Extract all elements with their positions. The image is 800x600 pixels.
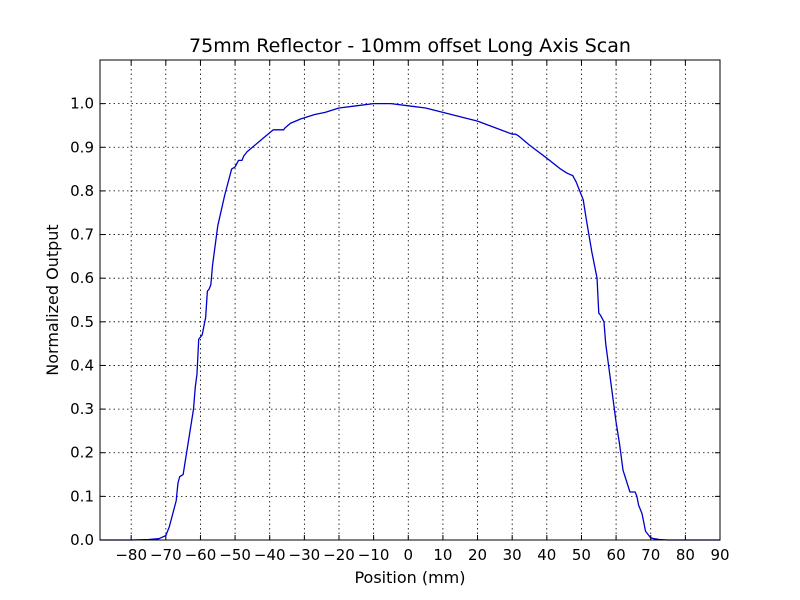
y-axis-title: Normalized Output: [43, 224, 62, 375]
y-tick-label: 0.3: [70, 400, 94, 418]
y-tick-label: 0.8: [70, 182, 94, 200]
ticks: [100, 60, 721, 541]
x-tick-label: 40: [537, 546, 556, 564]
x-tick-label: 70: [641, 546, 660, 564]
x-tick-label: −70: [150, 546, 182, 564]
tick-labels: −80 −70 −60 −50 −40 −30 −20 −10 0 10 20 30 40 50 60 70 8…: [70, 95, 729, 564]
series-layer: [100, 102, 720, 541]
x-tick-label: 50: [572, 546, 591, 564]
series-line: [100, 102, 720, 541]
x-tick-label: 10: [433, 546, 452, 564]
y-tick-label: 0.9: [70, 138, 94, 156]
x-tick-label: −30: [289, 546, 321, 564]
plot-frame: [99, 59, 721, 541]
x-axis-title: Position (mm): [354, 568, 465, 587]
y-tick-label: 1.0: [70, 95, 94, 113]
y-tick-label: 0.0: [70, 531, 94, 549]
y-tick-label: 0.2: [70, 444, 94, 462]
y-tick-label: 0.1: [70, 487, 94, 505]
y-tick-label: 0.6: [70, 269, 94, 287]
x-tick-label: 30: [503, 546, 522, 564]
x-tick-label: −50: [219, 546, 251, 564]
plot-area: [100, 60, 720, 540]
x-tick-label: −40: [254, 546, 286, 564]
x-tick-label: 20: [468, 546, 487, 564]
y-tick-label: 0.4: [70, 356, 94, 374]
chart-title: 75mm Reflector - 10mm offset Long Axis S…: [189, 35, 631, 57]
x-tick-label: 80: [676, 546, 695, 564]
x-tick-label: 0: [403, 546, 413, 564]
x-tick-label: 60: [607, 546, 626, 564]
y-tick-label: 0.7: [70, 226, 94, 244]
x-tick-label: −60: [185, 546, 217, 564]
y-tick-label: 0.5: [70, 313, 94, 331]
x-tick-label: −20: [323, 546, 355, 564]
x-tick-label: −10: [358, 546, 390, 564]
x-tick-label: −80: [115, 546, 147, 564]
x-tick-label: 90: [710, 546, 729, 564]
